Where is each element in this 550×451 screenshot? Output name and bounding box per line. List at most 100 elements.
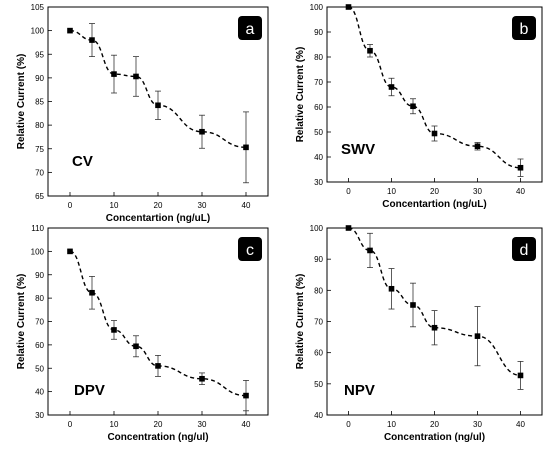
data-point — [89, 289, 95, 296]
y-tick-label: 60 — [314, 103, 323, 112]
method-label: SWV — [341, 141, 375, 158]
y-tick-label: 30 — [35, 411, 44, 420]
y-tick-label: 70 — [314, 78, 323, 87]
y-tick-label: 40 — [35, 388, 44, 397]
chart-panel-a: 65 70 75 80 85 90 95 100 105 0 10 20 30 40 Concentarti… — [16, 3, 269, 224]
data-point — [345, 4, 352, 10]
y-tick-label: 40 — [314, 153, 323, 162]
data-point — [517, 164, 524, 171]
y-tick-label: 90 — [35, 271, 44, 280]
y-axis-title: Relative Current (%) — [16, 54, 27, 150]
y-tick-label: 100 — [31, 27, 45, 36]
y-tick-label: 105 — [31, 3, 45, 12]
data-point — [410, 103, 416, 110]
x-axis-title: Concentartion (ng/uL) — [382, 199, 486, 210]
data-point — [111, 327, 117, 333]
x-tick-label: 10 — [110, 201, 119, 210]
y-tick-label: 50 — [314, 128, 323, 137]
x-tick-label: 20 — [154, 420, 163, 429]
data-point — [243, 144, 249, 151]
method-label: NPV — [344, 382, 375, 399]
x-tick-label: 40 — [516, 187, 525, 196]
data-point — [67, 27, 73, 34]
data-point — [474, 143, 481, 150]
method-label: CV — [72, 153, 93, 170]
y-tick-label: 90 — [314, 28, 323, 37]
data-point — [431, 130, 438, 137]
data-point — [367, 247, 373, 254]
y-tick-label: 75 — [35, 145, 44, 154]
panel-letter: c — [246, 242, 254, 259]
y-axis-title: Relative Current (%) — [16, 274, 27, 370]
data-point — [388, 285, 395, 292]
panel-letter-box — [238, 237, 262, 261]
x-tick-label: 10 — [387, 420, 396, 429]
data-point — [111, 71, 117, 77]
y-tick-label: 40 — [314, 411, 323, 420]
y-tick-label: 110 — [31, 224, 44, 233]
y-tick-label: 80 — [314, 53, 323, 62]
x-axis-title: Concentration (ng/ul) — [107, 432, 208, 443]
panel-letter: b — [520, 21, 529, 38]
data-point — [388, 84, 395, 90]
x-tick-label: 40 — [516, 420, 525, 429]
x-axis-title: Concentration (ng/ul) — [384, 432, 485, 443]
data-point — [155, 102, 161, 109]
x-tick-label: 0 — [68, 201, 73, 210]
x-tick-label: 0 — [68, 420, 73, 429]
x-tick-label: 30 — [198, 201, 207, 210]
y-tick-label: 60 — [35, 341, 44, 350]
y-tick-label: 70 — [35, 318, 44, 327]
data-point — [67, 248, 73, 255]
x-tick-label: 0 — [346, 420, 351, 429]
y-tick-label: 70 — [314, 318, 323, 327]
y-tick-label: 85 — [35, 98, 44, 107]
y-axis-title: Relative Current (%) — [295, 274, 306, 370]
panel-letter: d — [520, 242, 529, 259]
chart-panel-b: 30 40 50 60 70 80 90 100 0 10 20 30 40 Concentartion … — [295, 3, 543, 210]
data-point — [474, 333, 481, 339]
data-point — [199, 128, 205, 135]
y-tick-label: 90 — [35, 74, 44, 83]
x-tick-label: 40 — [242, 420, 251, 429]
y-tick-label: 50 — [314, 380, 323, 389]
panel-letter-box — [512, 237, 536, 261]
x-tick-label: 30 — [473, 187, 482, 196]
x-tick-label: 20 — [430, 187, 439, 196]
panel-letter-box — [238, 16, 262, 40]
data-point — [133, 343, 139, 350]
method-label: DPV — [74, 382, 105, 399]
y-tick-label: 80 — [35, 121, 44, 130]
x-tick-label: 20 — [430, 420, 439, 429]
x-tick-label: 40 — [242, 201, 251, 210]
data-point — [410, 302, 416, 308]
y-tick-label: 80 — [314, 286, 323, 295]
y-tick-label: 100 — [31, 247, 45, 256]
fit-line-cv — [69, 29, 247, 149]
y-tick-label: 65 — [35, 192, 44, 201]
x-tick-label: 10 — [387, 187, 396, 196]
data-point — [517, 372, 524, 379]
y-tick-label: 50 — [35, 364, 44, 373]
fit-line-npv — [348, 227, 521, 377]
y-tick-label: 60 — [314, 349, 323, 358]
y-tick-label: 30 — [314, 178, 323, 187]
x-tick-label: 30 — [473, 420, 482, 429]
data-point — [199, 375, 205, 382]
panel-letter: a — [246, 21, 255, 38]
y-tick-label: 100 — [310, 224, 324, 233]
x-tick-label: 20 — [154, 201, 163, 210]
chart-panel-c: 30 40 50 60 70 80 90 100 110 0 10 20 30 40 Concentrati… — [16, 224, 269, 443]
data-point — [89, 37, 95, 43]
data-point — [431, 324, 438, 331]
data-point — [155, 363, 161, 369]
y-tick-label: 95 — [35, 50, 44, 59]
y-tick-label: 100 — [310, 3, 324, 12]
y-tick-label: 80 — [35, 294, 44, 303]
x-tick-label: 0 — [346, 187, 351, 196]
data-point — [133, 73, 139, 80]
data-point — [243, 392, 249, 399]
data-point — [345, 225, 352, 231]
